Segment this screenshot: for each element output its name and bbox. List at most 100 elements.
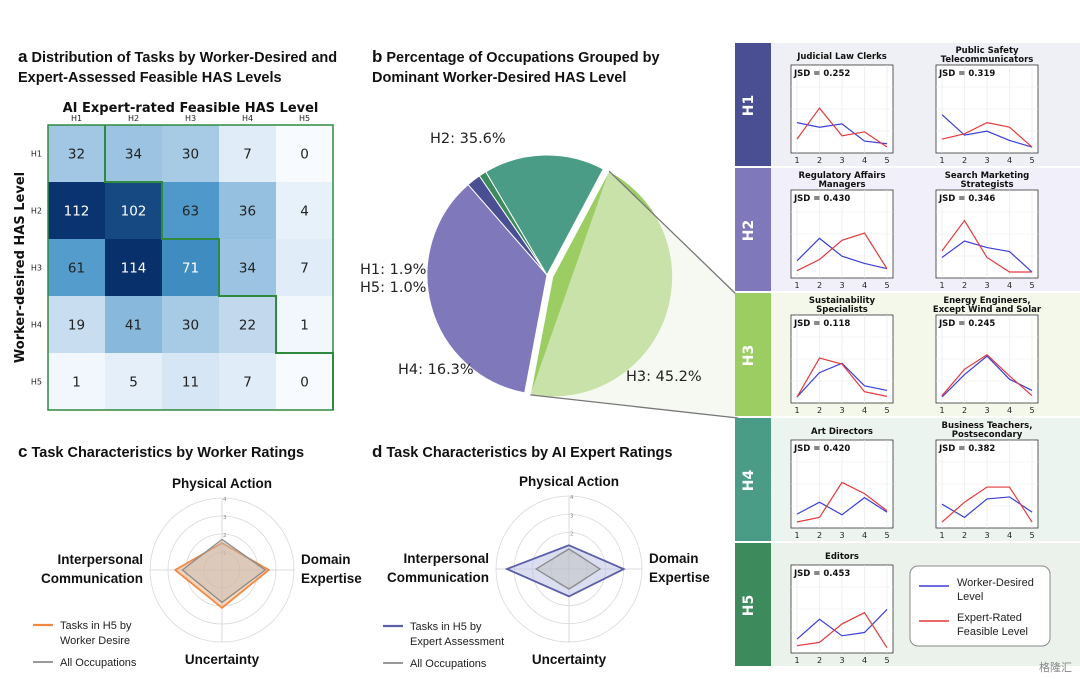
heatmap-cell [276,353,333,410]
mini-chart-title: Telecommunicators [941,55,1034,65]
mini-chart-x-tick: 2 [962,281,967,290]
worker-desired-line [941,240,1033,273]
radar-tick-label: 3 [223,515,227,521]
mini-chart-x-tick: 5 [884,406,889,415]
heatmap-x-tick-label: H5 [299,114,310,123]
group-label: H5 [741,595,757,616]
heatmap-cell-label: 32 [68,147,85,163]
heatmap-cell-label: 102 [121,204,147,220]
mini-chart-x-tick: 3 [984,156,989,165]
radar-legend-label: All Occupations [410,658,487,670]
mini-chart-x-tick: 3 [984,406,989,415]
heatmap-cell [219,239,276,296]
mini-chart-x-tick: 2 [817,656,822,665]
radar-series-all-occupations [534,548,602,590]
mini-chart-jsd: JSD = 0.430 [793,194,850,204]
mini-chart-x-tick: 2 [817,281,822,290]
expert-rated-line [796,232,888,272]
mini-chart-title: Except Wind and Solar [933,305,1042,315]
heatmap-cell-label: 30 [182,318,199,334]
heatmap-cell [276,125,333,182]
heatmap-cell [105,182,162,239]
radar-legend-label: All Occupations [60,657,137,669]
mini-chart-x-tick: 4 [862,156,867,165]
heatmap-cell [48,182,105,239]
heatmap-cell [162,125,219,182]
mini-chart-x-tick: 2 [817,156,822,165]
mini-chart-x-tick: 5 [1029,406,1034,415]
mini-chart-jsd: JSD = 0.453 [793,569,850,579]
heatmap-cell [276,182,333,239]
heatmap-cell-label: 11 [182,375,199,391]
heatmap-x-tick-label: H3 [185,114,196,123]
mini-chart-x-tick: 1 [794,156,799,165]
radar-tick-label: 4 [223,497,227,503]
radar-axis-label-right: Domain [649,551,699,566]
heatmap-frame [47,124,334,411]
pie-zoom-area [530,171,738,418]
expert-rated-line [796,611,888,649]
mini-chart-x-tick: 3 [839,531,844,540]
heatmap-cell-label: 34 [125,147,142,163]
mini-chart-x-tick: 4 [862,656,867,665]
heatmap-cell [162,296,219,353]
heatmap-cell [162,353,219,410]
mini-chart-x-tick: 2 [962,156,967,165]
mini-chart-title: Business Teachers, [942,421,1033,431]
mini-chart-x-tick: 2 [817,406,822,415]
mini-chart-x-tick: 1 [794,281,799,290]
mini-chart-x-tick: 3 [984,281,989,290]
mini-chart-x-tick: 1 [939,406,944,415]
heatmap-cell [219,353,276,410]
heatmap-cell-label: 1 [72,375,81,391]
group-band [735,418,771,541]
heatmap-cell [219,125,276,182]
radar-axis-label-right: Expertise [649,570,710,585]
mini-chart-title: Art Directors [811,427,873,437]
mini-chart-x-tick: 1 [939,156,944,165]
mini-chart-title: Sustainability [809,296,876,306]
mini-chart-title: Managers [818,180,865,190]
expert-rated-line [796,357,888,398]
pie-connector-line [608,170,739,297]
mini-chart-x-tick: 3 [839,281,844,290]
radar-series-primary [504,544,626,598]
expert-rated-line [941,354,1033,397]
heatmap-cell-label: 41 [125,318,142,334]
mini-chart-title: Public Safety [955,46,1019,56]
radar-legend-label: Tasks in H5 by [410,621,482,633]
expert-rated-line [941,486,1033,523]
mini-chart-jsd: JSD = 0.346 [938,194,995,204]
heatmap-cell [105,239,162,296]
mini-chart-x-tick: 4 [862,531,867,540]
heatmap-cell-label: 114 [121,261,147,277]
heatmap-cell-label: 112 [64,204,90,220]
worker-desired-line [796,237,888,270]
radar-series-all-occupations [181,538,267,604]
group-band [735,293,771,416]
mini-chart-jsd: JSD = 0.118 [793,319,850,329]
group-label: H3 [741,345,757,366]
pie-slice [426,183,548,394]
mini-chart-x-tick: 3 [839,656,844,665]
heatmap-cell-label: 0 [300,375,309,391]
radar-tick-label: 3 [570,513,574,519]
mini-chart-x-tick: 4 [1007,156,1012,165]
pie-slice-label: H5: 1.0% [360,280,426,296]
pie-slice-label: H2: 35.6% [430,131,506,147]
panel-d-title: d Task Characteristics by AI Expert Ratin… [372,442,673,461]
heatmap-cell-label: 61 [68,261,85,277]
mini-chart-x-tick: 5 [884,281,889,290]
heatmap-x-tick-label: H4 [242,114,253,123]
mini-chart-title: Judicial Law Clerks [796,52,887,62]
pie-slice-label: H3: 45.2% [626,369,702,385]
radar-axis-label-top: Physical Action [172,476,272,491]
mini-chart-title: Postsecondary [952,430,1023,440]
heatmap-cell [219,182,276,239]
mini-chart-x-tick: 1 [794,531,799,540]
mini-chart-x-tick: 2 [962,406,967,415]
mini-chart-x-tick: 4 [1007,281,1012,290]
heatmap-cell [105,125,162,182]
radar-axis-label-left: Interpersonal [403,551,489,566]
worker-desired-line [796,496,888,516]
